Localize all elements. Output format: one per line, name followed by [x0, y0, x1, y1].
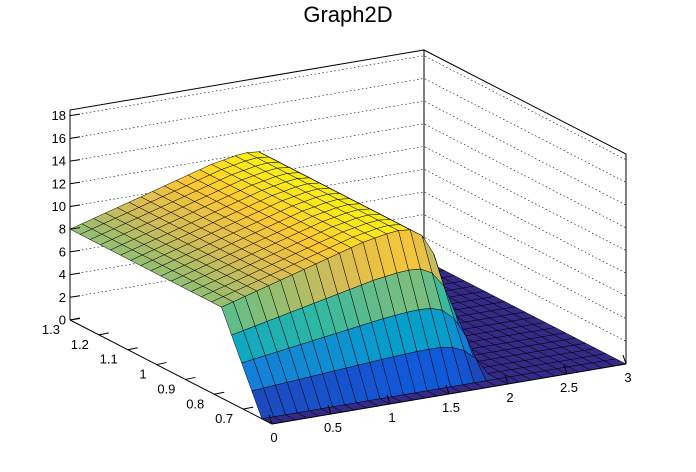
grid-line-z	[69, 55, 627, 160]
z-tick-label: 18	[52, 108, 66, 123]
x-tick-mark	[445, 384, 450, 395]
y-tick-label: 0.8	[186, 396, 204, 411]
y-tick-label: 1.1	[100, 352, 118, 367]
x-tick-label: 0.5	[324, 420, 342, 435]
z-tick-label: 2	[59, 290, 66, 305]
y-tick-mark	[214, 391, 225, 395]
y-tick-label: 1	[139, 367, 146, 382]
y-tick-label: 0.9	[157, 381, 175, 396]
y-tick-mark	[156, 362, 167, 366]
z-tick-mark	[69, 249, 81, 253]
z-tick-mark	[69, 227, 81, 230]
z-tick-mark	[69, 181, 81, 185]
y-tick-label: 1.2	[71, 337, 89, 352]
y-tick-label: 0.7	[215, 411, 233, 426]
y-axis-line	[69, 319, 273, 425]
y-tick-mark	[98, 332, 109, 336]
x-tick-label: 1	[388, 410, 395, 425]
x-tick-mark	[268, 414, 273, 425]
y-tick-mark	[243, 406, 254, 410]
z-tick-label: 16	[52, 131, 66, 146]
z-tick-mark	[69, 159, 81, 162]
z-tick-mark	[69, 136, 81, 139]
z-tick-mark	[69, 295, 81, 298]
x-tick-label: 3	[624, 370, 631, 385]
z-tick-label: 0	[59, 313, 66, 328]
x-tick-mark	[622, 354, 627, 365]
axis-ticks: 00.511.522.530.70.80.911.11.21.302468101…	[42, 108, 632, 445]
x-tick-mark	[563, 364, 568, 375]
x-tick-label: 2.5	[560, 380, 578, 395]
x-tick-label: 2	[506, 390, 513, 405]
y-tick-label: 1.3	[42, 322, 60, 337]
x-tick-label: 0	[270, 430, 277, 445]
z-tick-label: 14	[52, 154, 66, 169]
z-tick-label: 10	[52, 199, 66, 214]
z-tick-mark	[69, 272, 81, 276]
z-tick-label: 6	[59, 244, 66, 259]
z-tick-mark	[69, 318, 81, 321]
x-tick-label: 1.5	[442, 400, 460, 415]
z-tick-mark	[69, 113, 81, 117]
surface-mesh	[69, 151, 627, 425]
x-tick-mark	[386, 394, 391, 405]
x-tick-mark	[504, 374, 509, 385]
z-tick-label: 8	[59, 222, 66, 237]
grid-line-z	[69, 78, 627, 183]
z-tick-mark	[69, 204, 81, 207]
z-tick-label: 4	[59, 267, 66, 282]
x-tick-mark	[327, 404, 332, 415]
y-tick-mark	[185, 376, 196, 380]
z-tick-label: 12	[52, 176, 66, 191]
chart-title: Graph2D	[303, 2, 393, 27]
y-tick-mark	[127, 347, 138, 351]
